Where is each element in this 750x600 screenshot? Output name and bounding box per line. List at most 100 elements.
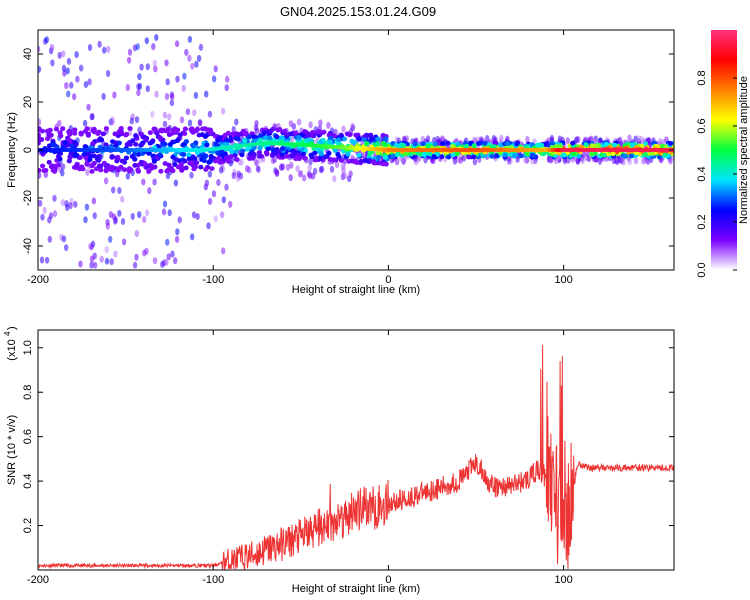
snr-panel: -200 -100 0 100 0.2 0.4 0.6 0.8 1.0 Height of st… [3,326,675,595]
spectrogram-band-cell [272,151,278,156]
spectrogram-noise-cell [106,45,111,53]
spectrogram-band-cell [140,134,146,140]
spectrogram-band-cell [60,126,66,131]
spectrogram-y-tick-label: -40 [22,238,34,254]
spectrogram-band-cell [123,155,129,161]
spectrogram-band-cell [198,164,204,170]
spectrogram-noise-cell [193,91,199,99]
spectrogram-band-cell [628,153,634,159]
spectrogram-noise-cell [134,230,139,237]
spectrogram-band-cell [115,155,121,160]
spectrogram-noise-cell [308,121,313,129]
spectrogram-band-cell [48,132,54,138]
spectrogram-noise-cell [184,48,189,56]
spectrogram-y-tick-label: -20 [22,190,34,206]
spectrogram-noise-cell [44,256,50,264]
spectrogram-band-cell [332,148,338,153]
spectrogram-band-cell [589,143,595,149]
spectrogram-noise-cell [152,178,157,186]
spectrogram-band-cell [135,167,141,173]
spectrogram-noise-cell [213,215,218,223]
spectrogram-band-cell [89,169,95,174]
spectrogram-band-cell [100,131,106,137]
spectrogram-band-cell [132,163,138,168]
spectrogram-band-cell [225,159,232,164]
spectrogram-band-cell [90,141,96,147]
spectrogram-noise-cell [120,218,126,225]
snr-x-tick-label: -100 [202,574,224,586]
spectrogram-band-cell [139,142,145,148]
spectrogram-noise-cell [52,210,58,218]
spectrogram-noise-cell [198,119,203,127]
spectrogram-band-cell [267,135,273,141]
spectrogram-band-cell [240,148,246,154]
spectrogram-noise-cell [136,89,141,97]
spectrogram-band-cell [589,151,595,157]
spectrogram-noise-cell [90,113,95,121]
spectrogram-noise-cell [190,62,195,70]
spectrogram-noise-cell [181,84,186,92]
spectrogram-band-cell [422,152,428,157]
spectrogram-noise-cell [64,82,69,90]
spectrogram-x-tick-label: 0 [385,274,391,286]
spectrogram-noise-cell [308,158,313,166]
spectrogram-noise-cell [63,244,69,252]
spectrogram-noise-cell [586,155,592,163]
snr-scale-exponent: 4 [3,331,12,336]
spectrogram-noise-cell [218,166,224,174]
spectrogram-noise-cell [285,163,291,171]
spectrogram-band-cell [554,144,560,149]
spectrogram-band-cell [222,132,228,138]
spectrogram-noise-cell [167,209,172,217]
spectrogram-band-cell [412,141,418,147]
spectrogram-noise-cell [84,203,90,211]
spectrogram-band-cell [73,142,79,147]
spectrogram-band-cell [364,141,370,146]
spectrogram-noise-cell [134,116,140,124]
spectrogram-noise-cell [57,51,62,59]
spectrogram-noise-cell [91,197,97,205]
spectrogram-noise-cell [86,103,91,111]
spectrogram-band-cell [202,126,208,131]
spectrogram-noise-cell [173,179,179,187]
spectrogram-band-cell [111,165,117,171]
spectrogram-noise-cell [92,212,97,220]
spectrogram-band-cell [296,134,302,140]
spectrogram-noise-cell [580,157,585,164]
spectrogram-noise-cell [126,56,132,64]
spectrogram-band-cell [216,135,223,140]
spectrogram-noise-cell [38,65,42,73]
snr-ticks: -200 -100 0 100 0.2 0.4 0.6 0.8 1.0 [22,330,674,586]
spectrogram-noise-cell [435,135,440,143]
spectrogram-noise-cell [125,84,130,91]
colorbar-label: Normalized spectral amplitude [738,76,750,224]
snr-y-tick-label: 1.0 [22,340,34,355]
spectrogram-band-cell [383,136,389,142]
spectrogram-band-cell [189,126,195,132]
spectrogram-band-cell [68,151,74,156]
spectrogram-band-cell [55,154,62,159]
spectrogram-noise-cell [49,44,55,51]
spectrogram-band-cell [376,154,382,160]
spectrogram-band-cell [232,152,238,158]
spectrogram-noise-cell [633,135,638,143]
snr-y-tick-label: 0.6 [22,429,34,444]
spectrogram-band-cell [639,143,645,149]
spectrogram-noise-cell [89,255,95,263]
spectrogram-noise-cell [60,169,65,177]
spectrogram-noise-cell [117,187,122,194]
spectrogram-band-cell [284,132,290,137]
snr-series-line [38,344,674,570]
spectrogram-noise-cell [245,165,250,173]
spectrogram-noise-cell [38,118,42,126]
spectrogram-noise-cell [191,211,197,219]
spectrogram-band-cell [375,150,381,156]
spectrogram-noise-cell [111,186,116,194]
spectrogram-band-cell [112,131,118,137]
spectrogram-band-cell [622,153,629,159]
spectrogram-band-cell [312,157,318,163]
spectrogram-noise-cell [137,73,142,81]
spectrogram-noise-cell [213,65,218,73]
spectrogram-band-cell [331,157,337,163]
spectrogram-band-cell [96,154,102,159]
